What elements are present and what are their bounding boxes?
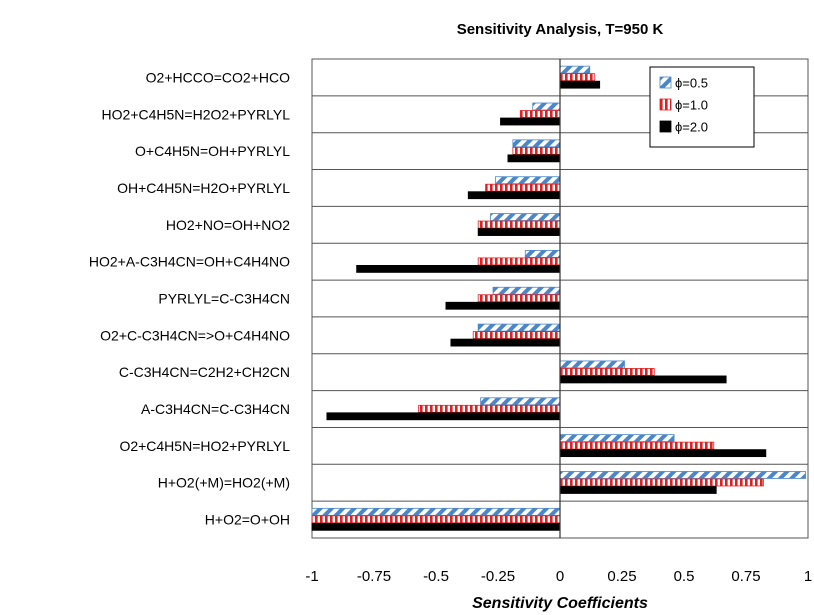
category-label: HO2+C4H5N=H2O2+PYRLYL	[102, 106, 291, 122]
legend-label-3: ϕ=2.0	[675, 120, 708, 135]
bar-1-2	[532, 102, 561, 111]
bar-1-13	[311, 507, 561, 516]
bar-1-6	[524, 250, 561, 258]
category-label: O2+HCCO=CO2+HCO	[146, 69, 290, 85]
bar-3-13	[311, 522, 561, 531]
bar-2-5	[477, 220, 561, 229]
bar-3-9	[559, 375, 727, 384]
bar-3-8	[450, 338, 561, 347]
bar-3-12	[559, 486, 717, 494]
bar-3-4	[467, 191, 561, 200]
bar-2-6	[477, 257, 561, 266]
legend-label-1: ϕ=0.5	[675, 76, 708, 91]
legend: ϕ=0.5 ϕ=1.0 ϕ=2.0	[649, 66, 755, 148]
bar-2-10	[418, 404, 561, 413]
bar-2-4	[485, 183, 561, 192]
x-tick-label: 1	[804, 568, 812, 585]
category-label: OH+C4H5N=H2O+PYRLYL	[117, 180, 290, 196]
bar-3-7	[445, 301, 561, 310]
x-tick-label: -0.5	[423, 568, 449, 585]
bar-3-11	[559, 449, 767, 458]
category-label: HO2+A-C3H4CN=OH+C4H4NO	[89, 254, 290, 270]
chart-title: Sensitivity Analysis, T=950 K	[457, 21, 664, 38]
bar-2-9	[559, 368, 655, 376]
bar-3-1	[559, 80, 601, 89]
x-tick-label: 0	[556, 568, 564, 585]
bar-2-2	[519, 110, 561, 118]
category-label: H+O2=O+OH	[205, 512, 290, 528]
bar-1-8	[477, 323, 561, 332]
category-label: HO2+NO=OH+NO2	[166, 217, 290, 233]
category-label: O+C4H5N=OH+PYRLYL	[135, 143, 290, 159]
bar-3-6	[356, 265, 561, 273]
x-tick-label: 0.75	[731, 568, 760, 585]
bar-2-3	[512, 146, 561, 155]
category-label: H+O2(+M)=HO2(+M)	[158, 475, 290, 491]
category-label: C-C3H4CN=C2H2+CH2CN	[119, 364, 290, 380]
bar-1-3	[512, 139, 561, 148]
legend-swatch-1	[659, 76, 672, 89]
bar-1-7	[492, 286, 561, 295]
legend-label-2: ϕ=1.0	[675, 98, 708, 113]
legend-swatch-2	[659, 98, 672, 111]
bar-3-5	[477, 228, 561, 236]
bar-3-3	[507, 154, 561, 163]
x-tick-label: -1	[305, 568, 318, 585]
category-label: O2+C4H5N=HO2+PYRLYL	[119, 438, 290, 454]
bar-2-13	[311, 515, 561, 524]
x-axis-label: Sensitivity Coefficients	[472, 595, 648, 612]
x-tick-label: 0.25	[607, 568, 636, 585]
bar-1-5	[490, 213, 561, 221]
category-label: A-C3H4CN=C-C3H4CN	[141, 401, 290, 417]
x-tick-label: -0.25	[481, 568, 515, 585]
bar-2-7	[477, 294, 561, 303]
legend-swatch-3	[659, 120, 672, 133]
bar-3-10	[326, 412, 561, 421]
category-label: O2+C-C3H4CN=>O+C4H4NO	[100, 327, 290, 343]
bar-2-12	[559, 478, 764, 487]
bar-3-2	[500, 117, 561, 126]
x-tick-label: -0.75	[357, 568, 391, 585]
bar-2-11	[559, 441, 715, 450]
bar-1-4	[495, 176, 561, 185]
bar-2-8	[472, 331, 561, 339]
bar-1-10	[480, 397, 561, 406]
bar-1-1	[559, 65, 591, 74]
bar-1-9	[559, 360, 625, 369]
category-label: PYRLYL=C-C3H4CN	[158, 291, 290, 307]
bar-2-1	[559, 73, 596, 82]
x-tick-label: 0.5	[674, 568, 695, 585]
bar-1-12	[559, 471, 806, 479]
bar-1-11	[559, 434, 675, 443]
